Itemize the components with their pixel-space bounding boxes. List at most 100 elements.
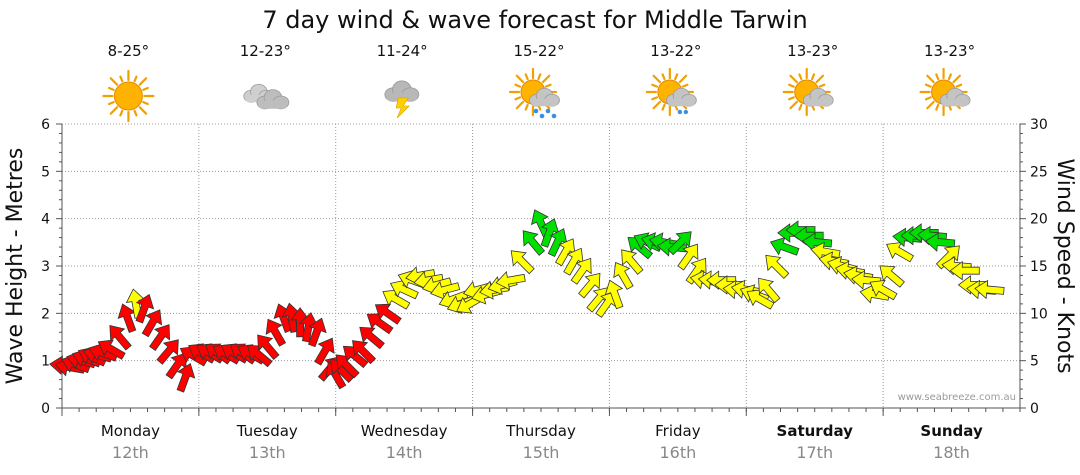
day-name-label: Sunday <box>920 422 983 440</box>
day-name-label: Saturday <box>777 422 854 440</box>
day-temperature: 8-25° <box>108 42 150 60</box>
left-axis-ticks: 0 1 2 3 4 5 6 <box>41 117 50 417</box>
thunderstorm-icon <box>384 80 420 119</box>
wind-arrow <box>879 265 905 288</box>
sun-disc <box>113 81 143 111</box>
wind-arrows <box>49 209 1005 393</box>
left-axis-label: Wave Height - Metres <box>3 148 28 385</box>
wind-arrow <box>149 324 171 352</box>
wind-arrow <box>810 241 841 261</box>
wind-arrow <box>374 303 402 325</box>
wind-arrow <box>335 354 360 379</box>
wind-arrow <box>352 340 377 365</box>
cloud-shape <box>802 87 834 107</box>
sun-rays <box>102 69 155 123</box>
wind-arrow <box>156 339 179 365</box>
cloud-shape <box>529 87 560 107</box>
wind-arrow <box>522 230 546 256</box>
wind-arrow <box>935 245 960 270</box>
wind-arrow <box>801 232 833 252</box>
site-credit: www.seabreeze.com.au <box>898 392 1016 403</box>
wind-arrow <box>578 272 601 299</box>
partly-cloudy-icon <box>919 67 971 117</box>
wind-arrow <box>949 260 980 281</box>
wind-arrow <box>547 228 568 257</box>
right-axis-ticks: 0 5 10 15 20 25 30 <box>1030 117 1048 417</box>
sunny-icon <box>102 69 155 123</box>
wind-arrow <box>677 243 699 271</box>
left-tick-label: 0 <box>41 401 50 417</box>
day-date-label: 15th <box>523 443 560 462</box>
cloud-shape <box>256 89 290 110</box>
day-date-label: 12th <box>112 443 149 462</box>
rain-drop <box>545 108 551 114</box>
left-tick-label: 1 <box>41 354 50 370</box>
day-temperature: 13-23° <box>924 42 975 60</box>
right-axis-label: Wind Speed - Knots <box>1052 158 1077 373</box>
cloud-shape <box>665 87 697 107</box>
rain-drop <box>683 109 689 115</box>
day-name-label: Tuesday <box>236 422 298 440</box>
day-temperature: 13-23° <box>787 42 838 60</box>
wind-arrow <box>257 334 280 361</box>
day-name-label: Friday <box>655 422 701 440</box>
wind-arrow <box>265 318 287 347</box>
rain-drop <box>533 108 539 114</box>
day-date-label: 17th <box>796 443 833 462</box>
partly-cloudy-icon <box>782 67 834 117</box>
day-date-label: 16th <box>659 443 696 462</box>
day-date-label: 18th <box>933 443 970 462</box>
day-name-label: Thursday <box>505 422 576 440</box>
wind-arrow <box>974 279 1005 300</box>
day-name-label: Monday <box>101 422 160 440</box>
chart-title: 7 day wind & wave forecast for Middle Ta… <box>262 6 807 34</box>
right-tick-label: 15 <box>1030 259 1048 275</box>
left-tick-label: 6 <box>41 117 50 133</box>
day-labels: Monday 12th Tuesday 13th Wednesday 14th Thursd… <box>101 422 983 462</box>
wind-arrow <box>359 326 385 350</box>
left-tick-label: 5 <box>41 164 50 180</box>
showers-icon <box>508 67 560 119</box>
wind-arrow <box>851 270 882 290</box>
day-temperature: 13-22° <box>650 42 701 60</box>
wind-arrow <box>667 231 692 256</box>
wind-arrow <box>109 324 132 351</box>
wind-arrow <box>621 249 644 275</box>
wind-arrow <box>342 345 369 369</box>
wind-arrow <box>308 317 327 348</box>
weather-row: 8-25° 12-23° 11-24° 15-22° 13-22° 13-23° 13-23… <box>102 42 975 123</box>
wind-arrow <box>886 242 915 263</box>
wind-arrow <box>430 280 461 300</box>
rain-drop <box>551 113 557 119</box>
wind-arrow <box>570 257 592 285</box>
wind-arrow <box>758 277 781 304</box>
wind-arrow <box>299 312 319 343</box>
wind-arrow <box>247 344 273 368</box>
wind-arrow <box>366 313 394 335</box>
right-tick-label: 30 <box>1030 117 1048 133</box>
cloud-shape <box>939 87 971 107</box>
sun-rays <box>645 67 694 117</box>
wind-arrow <box>510 250 535 275</box>
left-tick-label: 4 <box>41 212 50 228</box>
wind-arrow <box>613 261 634 290</box>
wind-arrow <box>117 303 137 333</box>
left-tick-label: 2 <box>41 306 50 322</box>
left-tick-label: 3 <box>41 259 50 275</box>
cloudy-icon <box>243 83 290 110</box>
wind-arrow <box>314 337 335 366</box>
chart-gridlines <box>62 123 1020 408</box>
wind-arrow <box>869 279 898 301</box>
wind-arrow <box>141 309 163 338</box>
wind-arrow <box>495 271 526 291</box>
wind-arrow <box>555 238 576 267</box>
wind-arrow <box>540 218 560 248</box>
right-tick-label: 20 <box>1030 212 1048 228</box>
day-temperature: 12-23° <box>240 42 291 60</box>
right-tick-label: 25 <box>1030 164 1048 180</box>
wind-arrow <box>769 237 800 256</box>
wind-arrow <box>389 279 419 300</box>
light-rain-icon <box>645 67 697 117</box>
day-temperature: 15-22° <box>513 42 564 60</box>
